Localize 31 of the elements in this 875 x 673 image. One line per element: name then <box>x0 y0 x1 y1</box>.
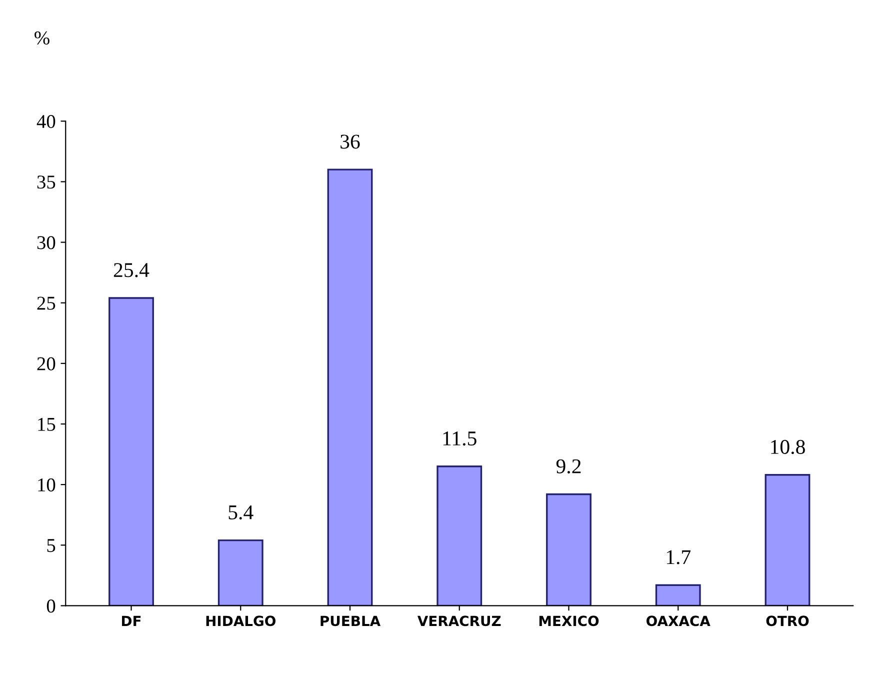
bar <box>764 474 810 606</box>
data-label: 11.5 <box>443 432 476 446</box>
data-label: 25.4 <box>114 263 150 278</box>
bar <box>436 466 482 606</box>
x-tick-label: HIDALGO <box>206 616 276 626</box>
bar <box>218 539 264 606</box>
bar <box>546 493 592 606</box>
y-tick-label: 15 <box>38 418 56 431</box>
y-tick-label: 40 <box>36 114 56 128</box>
x-tick-label: DF <box>122 616 141 626</box>
x-tick-label: OAXACA <box>646 616 710 626</box>
y-tick-label: 30 <box>37 236 56 250</box>
y-tick-label: 35 <box>37 176 56 189</box>
y-tick-label: 0 <box>46 600 56 613</box>
data-label: 1.7 <box>666 550 691 564</box>
y-tick-label: 10 <box>38 478 56 492</box>
data-label: 10.8 <box>771 440 805 454</box>
bar <box>655 584 701 606</box>
x-tick-label: PUEBLA <box>320 616 380 626</box>
y-tick-label: 25 <box>37 296 56 310</box>
x-tick-label: OTRO <box>766 616 809 626</box>
x-tick-label: VERACRUZ <box>417 616 501 626</box>
data-label: 36 <box>340 134 360 149</box>
x-tick-label: MEXICO <box>539 616 599 626</box>
bar <box>327 168 373 606</box>
bar <box>108 297 154 606</box>
y-axis-title: % <box>34 31 50 45</box>
data-label: 5.4 <box>228 505 254 520</box>
y-tick-label: 20 <box>37 357 56 370</box>
y-tick-label: 5 <box>47 539 56 552</box>
data-label: 9.2 <box>556 459 581 474</box>
